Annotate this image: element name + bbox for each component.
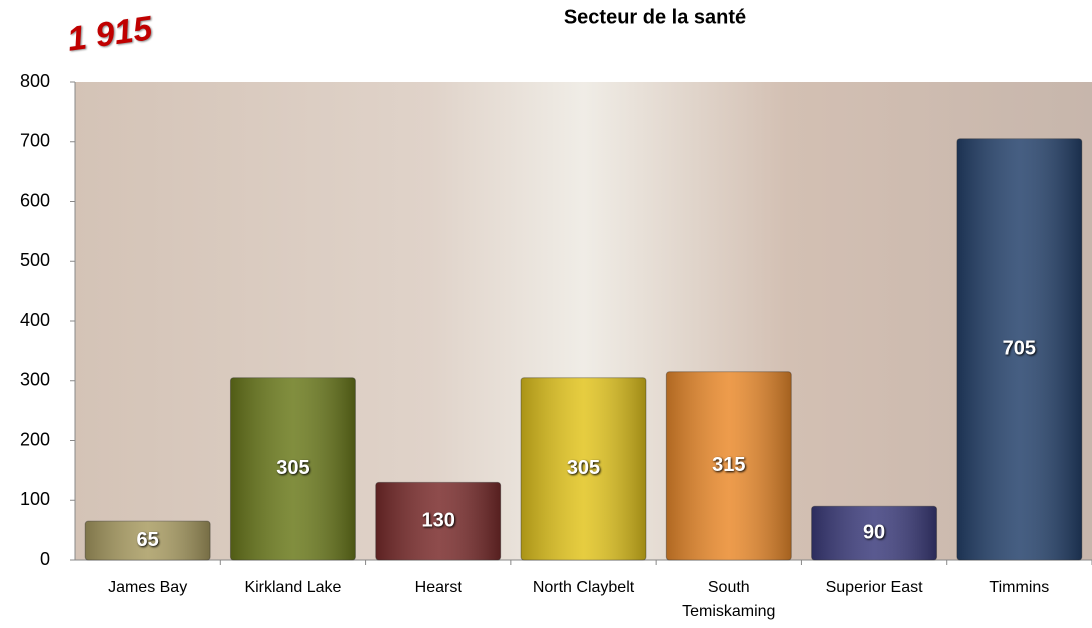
- x-tick-label: James Bay: [108, 579, 187, 596]
- value-label: 130: [422, 509, 455, 531]
- y-tick-label: 500: [20, 250, 50, 270]
- y-tick-label: 400: [20, 310, 50, 330]
- y-tick-label: 600: [20, 190, 50, 210]
- value-label: 705: [1003, 338, 1036, 360]
- y-tick-label: 200: [20, 429, 50, 449]
- value-label: 65: [137, 529, 159, 551]
- y-tick-label: 100: [20, 489, 50, 509]
- chart-title: Secteur de la santé: [564, 6, 746, 28]
- y-tick-label: 800: [20, 71, 50, 91]
- value-label: 305: [276, 457, 309, 479]
- value-label: 305: [567, 457, 600, 479]
- x-tick-label: Superior East: [826, 579, 923, 596]
- y-tick-label: 0: [40, 549, 50, 569]
- annotation: 1 915: [65, 9, 156, 59]
- y-tick-label: 300: [20, 370, 50, 390]
- value-label: 90: [863, 521, 885, 543]
- y-tick-label: 700: [20, 131, 50, 151]
- x-tick-label: Timmins: [989, 579, 1049, 596]
- x-tick-label: Hearst: [415, 579, 463, 596]
- x-tick-label: Kirkland Lake: [244, 579, 341, 596]
- value-label: 315: [712, 454, 745, 476]
- x-tick-label: North Claybelt: [533, 579, 635, 596]
- x-tick-label: South Temiskaming: [682, 579, 775, 620]
